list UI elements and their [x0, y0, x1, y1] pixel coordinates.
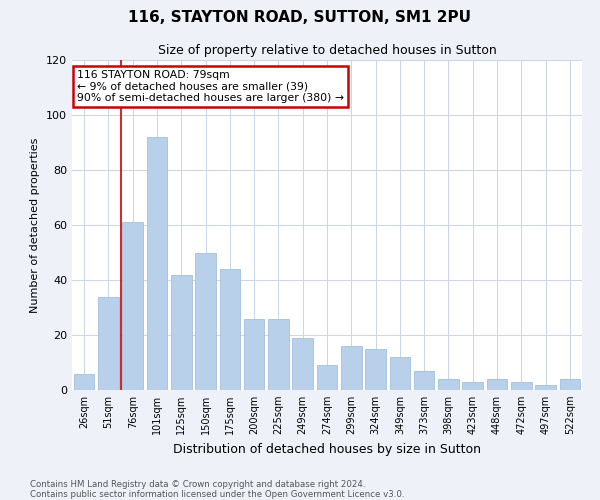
Bar	[292, 338, 313, 390]
Bar	[463, 382, 483, 390]
Text: 116, STAYTON ROAD, SUTTON, SM1 2PU: 116, STAYTON ROAD, SUTTON, SM1 2PU	[128, 10, 472, 25]
Bar	[438, 379, 459, 390]
Bar	[244, 318, 265, 390]
Bar	[122, 222, 143, 390]
Bar	[535, 384, 556, 390]
Bar	[487, 379, 508, 390]
Bar	[195, 252, 216, 390]
Bar	[511, 382, 532, 390]
Bar	[389, 357, 410, 390]
Bar	[414, 371, 434, 390]
Text: Contains public sector information licensed under the Open Government Licence v3: Contains public sector information licen…	[30, 490, 404, 499]
Y-axis label: Number of detached properties: Number of detached properties	[31, 138, 40, 312]
Bar	[74, 374, 94, 390]
Bar	[146, 137, 167, 390]
Text: Contains HM Land Registry data © Crown copyright and database right 2024.: Contains HM Land Registry data © Crown c…	[30, 480, 365, 489]
Bar	[268, 318, 289, 390]
Bar	[341, 346, 362, 390]
Title: Size of property relative to detached houses in Sutton: Size of property relative to detached ho…	[158, 44, 496, 58]
Bar	[171, 274, 191, 390]
Bar	[317, 365, 337, 390]
Bar	[98, 296, 119, 390]
Bar	[220, 269, 240, 390]
Bar	[365, 349, 386, 390]
X-axis label: Distribution of detached houses by size in Sutton: Distribution of detached houses by size …	[173, 442, 481, 456]
Bar	[560, 379, 580, 390]
Text: 116 STAYTON ROAD: 79sqm
← 9% of detached houses are smaller (39)
90% of semi-det: 116 STAYTON ROAD: 79sqm ← 9% of detached…	[77, 70, 344, 103]
